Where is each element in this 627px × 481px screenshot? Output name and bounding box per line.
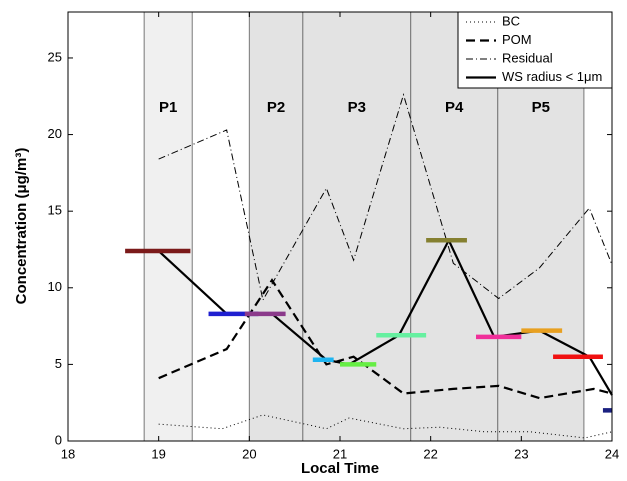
- x-axis-title: Local Time: [301, 460, 379, 477]
- legend-label: Residual: [502, 50, 553, 65]
- y-tick-label: 10: [48, 279, 62, 294]
- period-label: P2: [267, 99, 285, 116]
- period-band: [302, 11, 412, 442]
- series-line: [158, 278, 613, 400]
- y-tick-label: 15: [48, 203, 62, 218]
- legend-label: POM: [502, 32, 532, 47]
- x-tick-label: 20: [242, 446, 256, 461]
- period-label: P4: [445, 99, 464, 116]
- plot-frame: [67, 11, 613, 442]
- y-tick-label: 0: [55, 432, 62, 447]
- x-tick-label: 21: [333, 446, 347, 461]
- y-axis-title: Concentration (μg/m³): [13, 148, 30, 305]
- period-label: P3: [348, 99, 366, 116]
- x-tick-label: 19: [151, 446, 165, 461]
- y-tick-label: 5: [55, 356, 62, 371]
- period-label: P5: [532, 99, 550, 116]
- series-line: [158, 92, 613, 302]
- legend-label: BC: [502, 13, 520, 28]
- x-tick-label: 22: [423, 446, 437, 461]
- x-tick-label: 23: [514, 446, 528, 461]
- y-tick-label: 20: [48, 126, 62, 141]
- y-tick-label: 25: [48, 49, 62, 64]
- x-tick-label: 24: [605, 446, 619, 461]
- legend-label: WS radius < 1μm: [502, 69, 602, 84]
- period-band: [248, 11, 304, 442]
- period-band: [143, 11, 193, 442]
- series-line: [158, 414, 613, 439]
- period-label: P1: [159, 99, 177, 116]
- legend-box: [457, 11, 613, 89]
- x-tick-label: 18: [61, 446, 75, 461]
